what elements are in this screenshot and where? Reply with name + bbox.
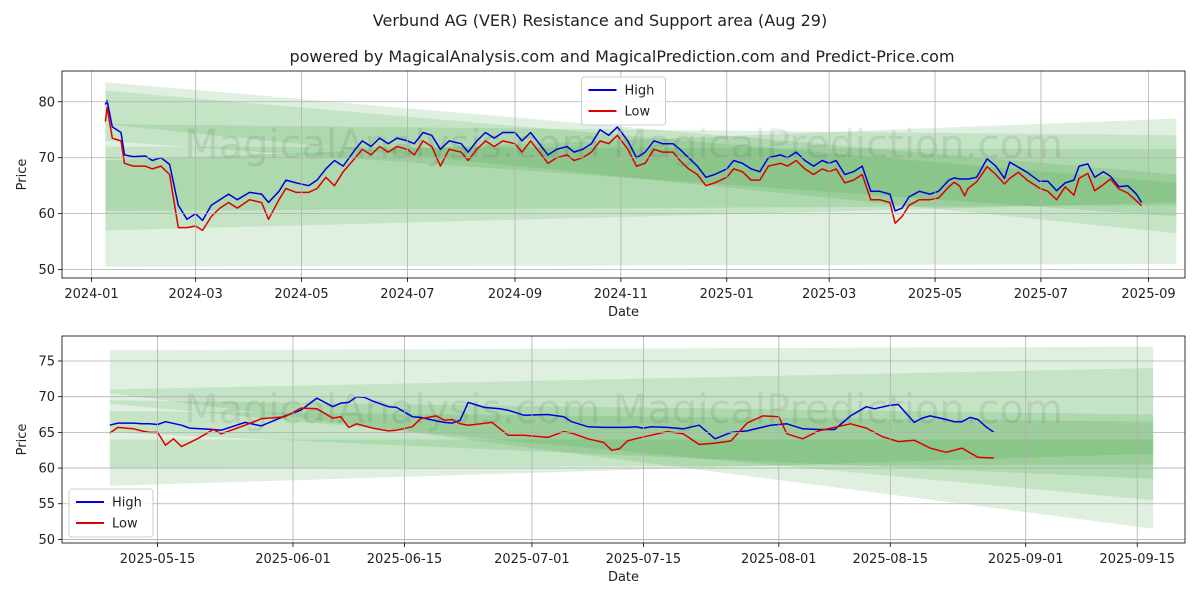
x-tick-label: 2025-06-01 [255,552,331,567]
chart-subtitle: powered by MagicalAnalysis.com and Magic… [289,47,954,66]
y-tick-label: 70 [38,151,55,166]
x-axis-label: Date [608,570,639,585]
x-tick-label: 2024-11 [594,287,648,302]
support-resistance-band-2 [105,90,1177,217]
x-tick-label: 2024-05 [274,287,328,302]
y-axis-label: Price [15,159,30,191]
top-panel: MagicalAnalysis.com MagicalPrediction.co… [15,70,1186,320]
series-line-low [104,106,1143,232]
x-tick-label: 2025-07 [1014,287,1068,302]
legend-label-high: High [112,496,142,511]
legend-label-low: Low [625,105,651,120]
plot-area: MagicalAnalysis.com MagicalPrediction.co… [104,82,1177,267]
legend-label-low: Low [112,517,138,532]
plot-area: MagicalAnalysis.com MagicalPrediction.co… [109,346,1154,529]
x-tick-label: 2025-09 [1121,287,1175,302]
y-tick-label: 65 [38,426,55,441]
support-resistance-band-5 [105,118,1177,267]
y-tick-label: 55 [38,497,55,512]
watermark: MagicalAnalysis.com MagicalPrediction.co… [184,122,1063,168]
x-tick-label: 2025-01 [700,287,754,302]
grid [58,71,1185,282]
x-tick-label: 2024-07 [380,287,434,302]
y-tick-label: 70 [38,390,55,405]
x-tick-label: 2025-08-15 [853,552,929,567]
x-tick-label: 2025-07-01 [494,552,570,567]
support-resistance-band-2 [109,368,1154,501]
x-tick-label: 2025-08-01 [741,552,817,567]
y-tick-label: 80 [38,95,55,110]
watermark: MagicalAnalysis.com MagicalPrediction.co… [184,387,1063,433]
x-tick-label: 2024-01 [64,287,118,302]
support-resistance-band-1 [109,346,1154,529]
legend-label-high: High [625,84,655,99]
support-resistance-band-4 [105,146,1177,231]
x-tick-label: 2025-07-15 [606,552,682,567]
x-axis-label: Date [608,305,639,320]
x-tick-label: 2024-09 [488,287,542,302]
support-resistance-band-3 [105,124,1177,211]
axes-frame [61,70,1186,279]
x-tick-label: 2025-05 [908,287,962,302]
y-tick-label: 50 [38,533,55,548]
axes-frame [61,335,1186,544]
chart-title: Verbund AG (VER) Resistance and Support … [373,11,827,30]
grid [58,336,1185,547]
legend: High Low [68,488,154,538]
series-line-high [109,395,995,440]
series-line-high [104,99,1143,222]
y-tick-label: 50 [38,263,55,278]
x-tick-label: 2025-09-15 [1099,552,1175,567]
y-tick-label: 60 [38,462,55,477]
y-tick-label: 60 [38,207,55,222]
bottom-panel: MagicalAnalysis.com MagicalPrediction.co… [15,335,1186,585]
legend: High Low [581,76,666,126]
x-tick-label: 2025-05-15 [120,552,196,567]
x-tick-label: 2024-03 [168,287,222,302]
y-axis-label: Price [15,424,30,456]
y-tick-label: 75 [38,354,55,369]
support-resistance-band-5 [109,439,1154,486]
x-tick-label: 2025-09-01 [988,552,1064,567]
x-tick-label: 2025-06-15 [367,552,443,567]
x-tick-label: 2025-03 [802,287,856,302]
